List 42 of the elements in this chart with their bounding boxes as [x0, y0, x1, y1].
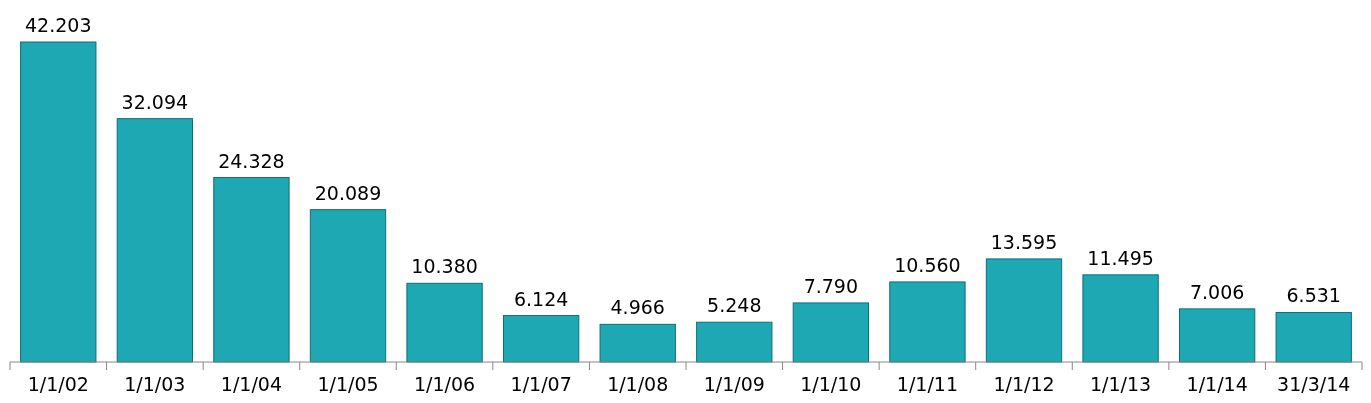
x-tick-label: 1/1/04: [220, 373, 283, 395]
data-label: 7.790: [803, 274, 859, 297]
data-label: 4.966: [610, 296, 665, 319]
x-tick-label: 1/1/08: [607, 373, 669, 395]
bar: [20, 41, 97, 363]
x-tick-label: 1/1/07: [510, 373, 572, 395]
x-tick-label: 1/1/11: [896, 373, 959, 395]
bar: [1082, 274, 1159, 363]
x-tick-label: 1/1/02: [27, 373, 89, 395]
data-label: 10.380: [411, 255, 478, 278]
data-label: 20.089: [314, 181, 382, 204]
x-tick-label: 1/1/06: [413, 373, 476, 395]
data-label: 13.595: [990, 230, 1058, 253]
data-label: 5.248: [707, 294, 762, 317]
x-tick-label: 1/1/13: [1089, 373, 1152, 395]
x-tick-label: 31/3/14: [1277, 373, 1351, 395]
bar: [406, 282, 483, 363]
x-tick-label: 1/1/09: [703, 373, 765, 395]
x-tick-label: 1/1/03: [124, 373, 186, 395]
data-label: 10.560: [894, 253, 961, 276]
bar: [985, 258, 1063, 363]
x-tick-label: 1/1/05: [317, 373, 379, 395]
data-label: 42.203: [25, 14, 92, 36]
bar: [502, 315, 580, 363]
bar: [599, 323, 676, 363]
data-label: 11.495: [1087, 246, 1154, 269]
bar: [889, 281, 966, 363]
data-label: 24.328: [218, 149, 285, 172]
x-tick-label: 1/1/12: [993, 373, 1055, 395]
bar: [696, 321, 773, 363]
x-tick-label: 1/1/14: [1186, 373, 1248, 395]
bar: [116, 118, 194, 363]
bar: [1275, 311, 1352, 363]
bar: [213, 177, 290, 363]
data-label: 6.124: [513, 287, 569, 310]
data-label: 7.006: [1189, 280, 1245, 303]
data-label: 32.094: [121, 90, 189, 113]
bar: [1178, 308, 1256, 363]
bar: [792, 302, 870, 363]
data-label: 6.531: [1286, 284, 1341, 307]
x-tick-label: 1/1/10: [800, 373, 862, 395]
bar: [309, 209, 387, 363]
